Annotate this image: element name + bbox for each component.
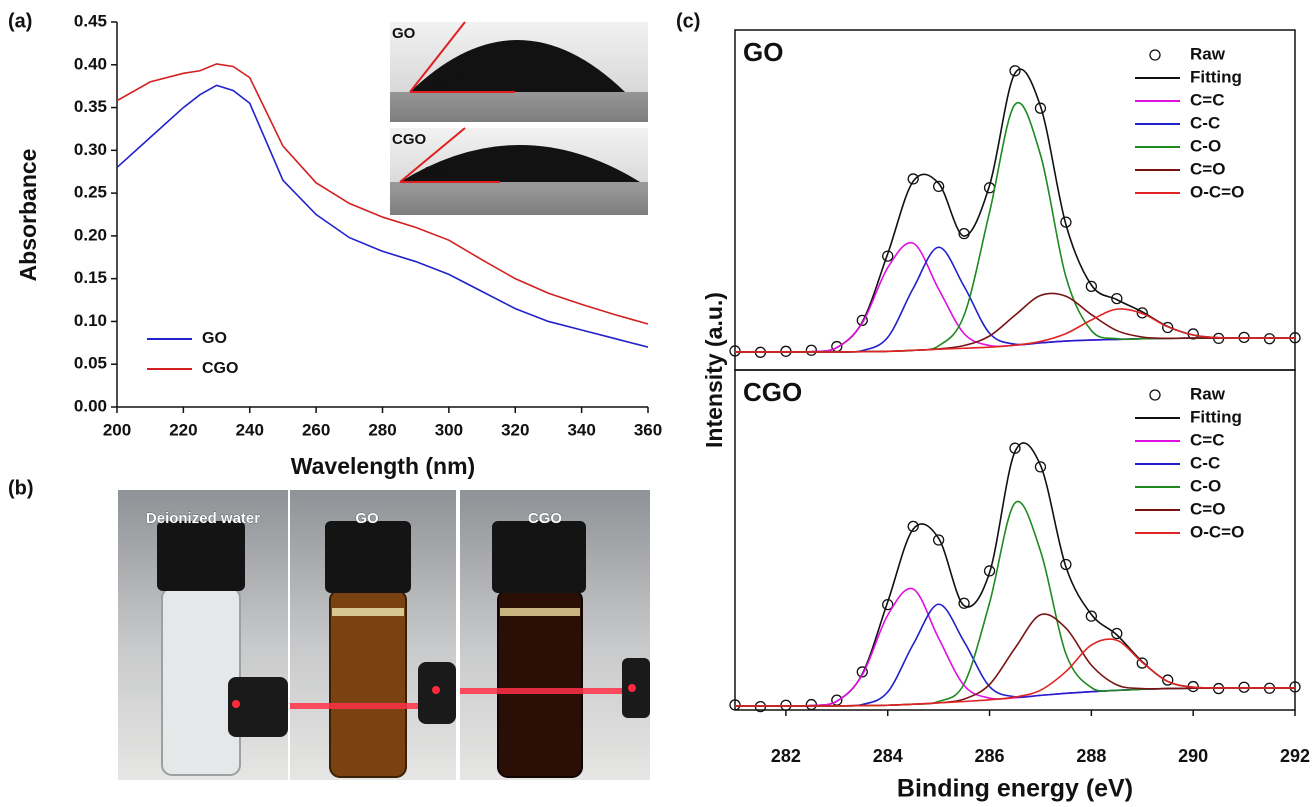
legend-label: O-C=O bbox=[1190, 182, 1244, 201]
panel-label: (c) bbox=[676, 10, 700, 32]
legend-label: GO bbox=[202, 330, 227, 347]
legend-label: Raw bbox=[1190, 384, 1226, 403]
vial-liquid bbox=[330, 590, 406, 777]
legend-label: Fitting bbox=[1190, 67, 1242, 86]
legend-label: CGO bbox=[202, 360, 238, 377]
photo-label: Deionized water bbox=[146, 510, 260, 527]
laser-beam bbox=[460, 688, 630, 694]
legend-label: O-C=O bbox=[1190, 522, 1244, 541]
angle-label: 56.2° bbox=[432, 74, 465, 90]
y-tick-label: 0.05 bbox=[74, 354, 107, 373]
laser-dot bbox=[628, 684, 636, 692]
legend-label: C=C bbox=[1190, 430, 1224, 449]
legend-label: C-O bbox=[1190, 136, 1221, 155]
photo: Deionized water bbox=[118, 490, 288, 780]
x-tick-label: 260 bbox=[302, 420, 330, 439]
data-line bbox=[735, 243, 1295, 352]
y-tick-label: 0.20 bbox=[74, 225, 107, 244]
x-axis-label: Binding energy (eV) bbox=[897, 775, 1133, 803]
legend-label: C=O bbox=[1190, 159, 1225, 178]
vial-cap bbox=[157, 521, 245, 591]
x-tick-label: 360 bbox=[634, 420, 662, 439]
x-tick-label: 286 bbox=[975, 746, 1005, 766]
figure: (b) Deionized water GO CGO 0.00 0.05 0.10 0… bbox=[0, 0, 1312, 807]
vial-cap bbox=[492, 521, 586, 593]
y-tick-label: 0.10 bbox=[74, 311, 107, 330]
y-axis-label: Intensity (a.u.) bbox=[701, 292, 727, 448]
x-tick-label: 200 bbox=[103, 420, 131, 439]
data-point bbox=[934, 535, 944, 545]
vial-cap bbox=[325, 521, 411, 593]
data-point bbox=[1086, 611, 1096, 621]
inset-substrate bbox=[390, 92, 648, 122]
chart-title: GO bbox=[743, 37, 783, 67]
x-tick-label: 284 bbox=[873, 746, 903, 766]
data-line bbox=[735, 69, 1295, 352]
data-point bbox=[1112, 629, 1122, 639]
y-tick-label: 0.35 bbox=[74, 97, 107, 116]
data-line bbox=[735, 604, 1295, 706]
laser-beam bbox=[290, 703, 430, 709]
y-tick-label: 0.45 bbox=[74, 11, 107, 30]
meniscus bbox=[332, 608, 404, 616]
y-tick-label: 0.30 bbox=[74, 140, 107, 159]
x-tick-label: 320 bbox=[501, 420, 529, 439]
x-tick-label: 220 bbox=[169, 420, 197, 439]
page: {"chart_data": [ {"type": "line", "panel… bbox=[0, 0, 1312, 807]
legend-label: C=O bbox=[1190, 499, 1225, 518]
y-tick-label: 0.40 bbox=[74, 54, 107, 73]
panel-label: (a) bbox=[8, 10, 32, 32]
photo-label: CGO bbox=[528, 510, 563, 527]
y-tick-label: 0.25 bbox=[74, 183, 107, 202]
laser-dot bbox=[432, 686, 440, 694]
data-point bbox=[832, 342, 842, 352]
legend-label: C-O bbox=[1190, 476, 1221, 495]
x-tick-label: 290 bbox=[1178, 746, 1208, 766]
legend-marker bbox=[1150, 390, 1160, 400]
x-tick-label: 292 bbox=[1280, 746, 1310, 766]
angle-label: 40.7° bbox=[422, 164, 455, 180]
legend-label: C-C bbox=[1190, 453, 1220, 472]
x-tick-label: 280 bbox=[368, 420, 396, 439]
photo-label: GO bbox=[355, 510, 379, 527]
data-line bbox=[735, 247, 1295, 352]
laser-dot bbox=[232, 700, 240, 708]
vial-glass bbox=[162, 588, 240, 775]
x-tick-label: 300 bbox=[435, 420, 463, 439]
inset-label: CGO bbox=[392, 131, 427, 148]
y-axis-label: Absorbance bbox=[15, 149, 41, 282]
legend-label: C-C bbox=[1190, 113, 1220, 132]
x-tick-label: 240 bbox=[236, 420, 264, 439]
data-point bbox=[806, 345, 816, 355]
legend-label: C=C bbox=[1190, 90, 1224, 109]
photo: CGO bbox=[460, 490, 650, 780]
legend-marker bbox=[1150, 50, 1160, 60]
legend-label: Fitting bbox=[1190, 407, 1242, 426]
x-tick-label: 288 bbox=[1076, 746, 1106, 766]
data-point bbox=[806, 700, 816, 710]
chart-title: CGO bbox=[743, 377, 802, 407]
legend-label: Raw bbox=[1190, 44, 1226, 63]
y-tick-label: 0.00 bbox=[74, 396, 107, 415]
vial-liquid bbox=[498, 590, 582, 777]
data-line bbox=[735, 614, 1295, 706]
meniscus bbox=[500, 608, 580, 616]
inset-label: GO bbox=[392, 25, 416, 42]
panel-label: (b) bbox=[8, 477, 34, 499]
data-line bbox=[735, 293, 1295, 352]
photo: GO bbox=[290, 490, 456, 780]
y-tick-label: 0.15 bbox=[74, 268, 107, 287]
x-axis-label: Wavelength (nm) bbox=[291, 453, 475, 479]
inset-substrate bbox=[390, 182, 648, 215]
x-tick-label: 282 bbox=[771, 746, 801, 766]
x-tick-label: 340 bbox=[567, 420, 595, 439]
